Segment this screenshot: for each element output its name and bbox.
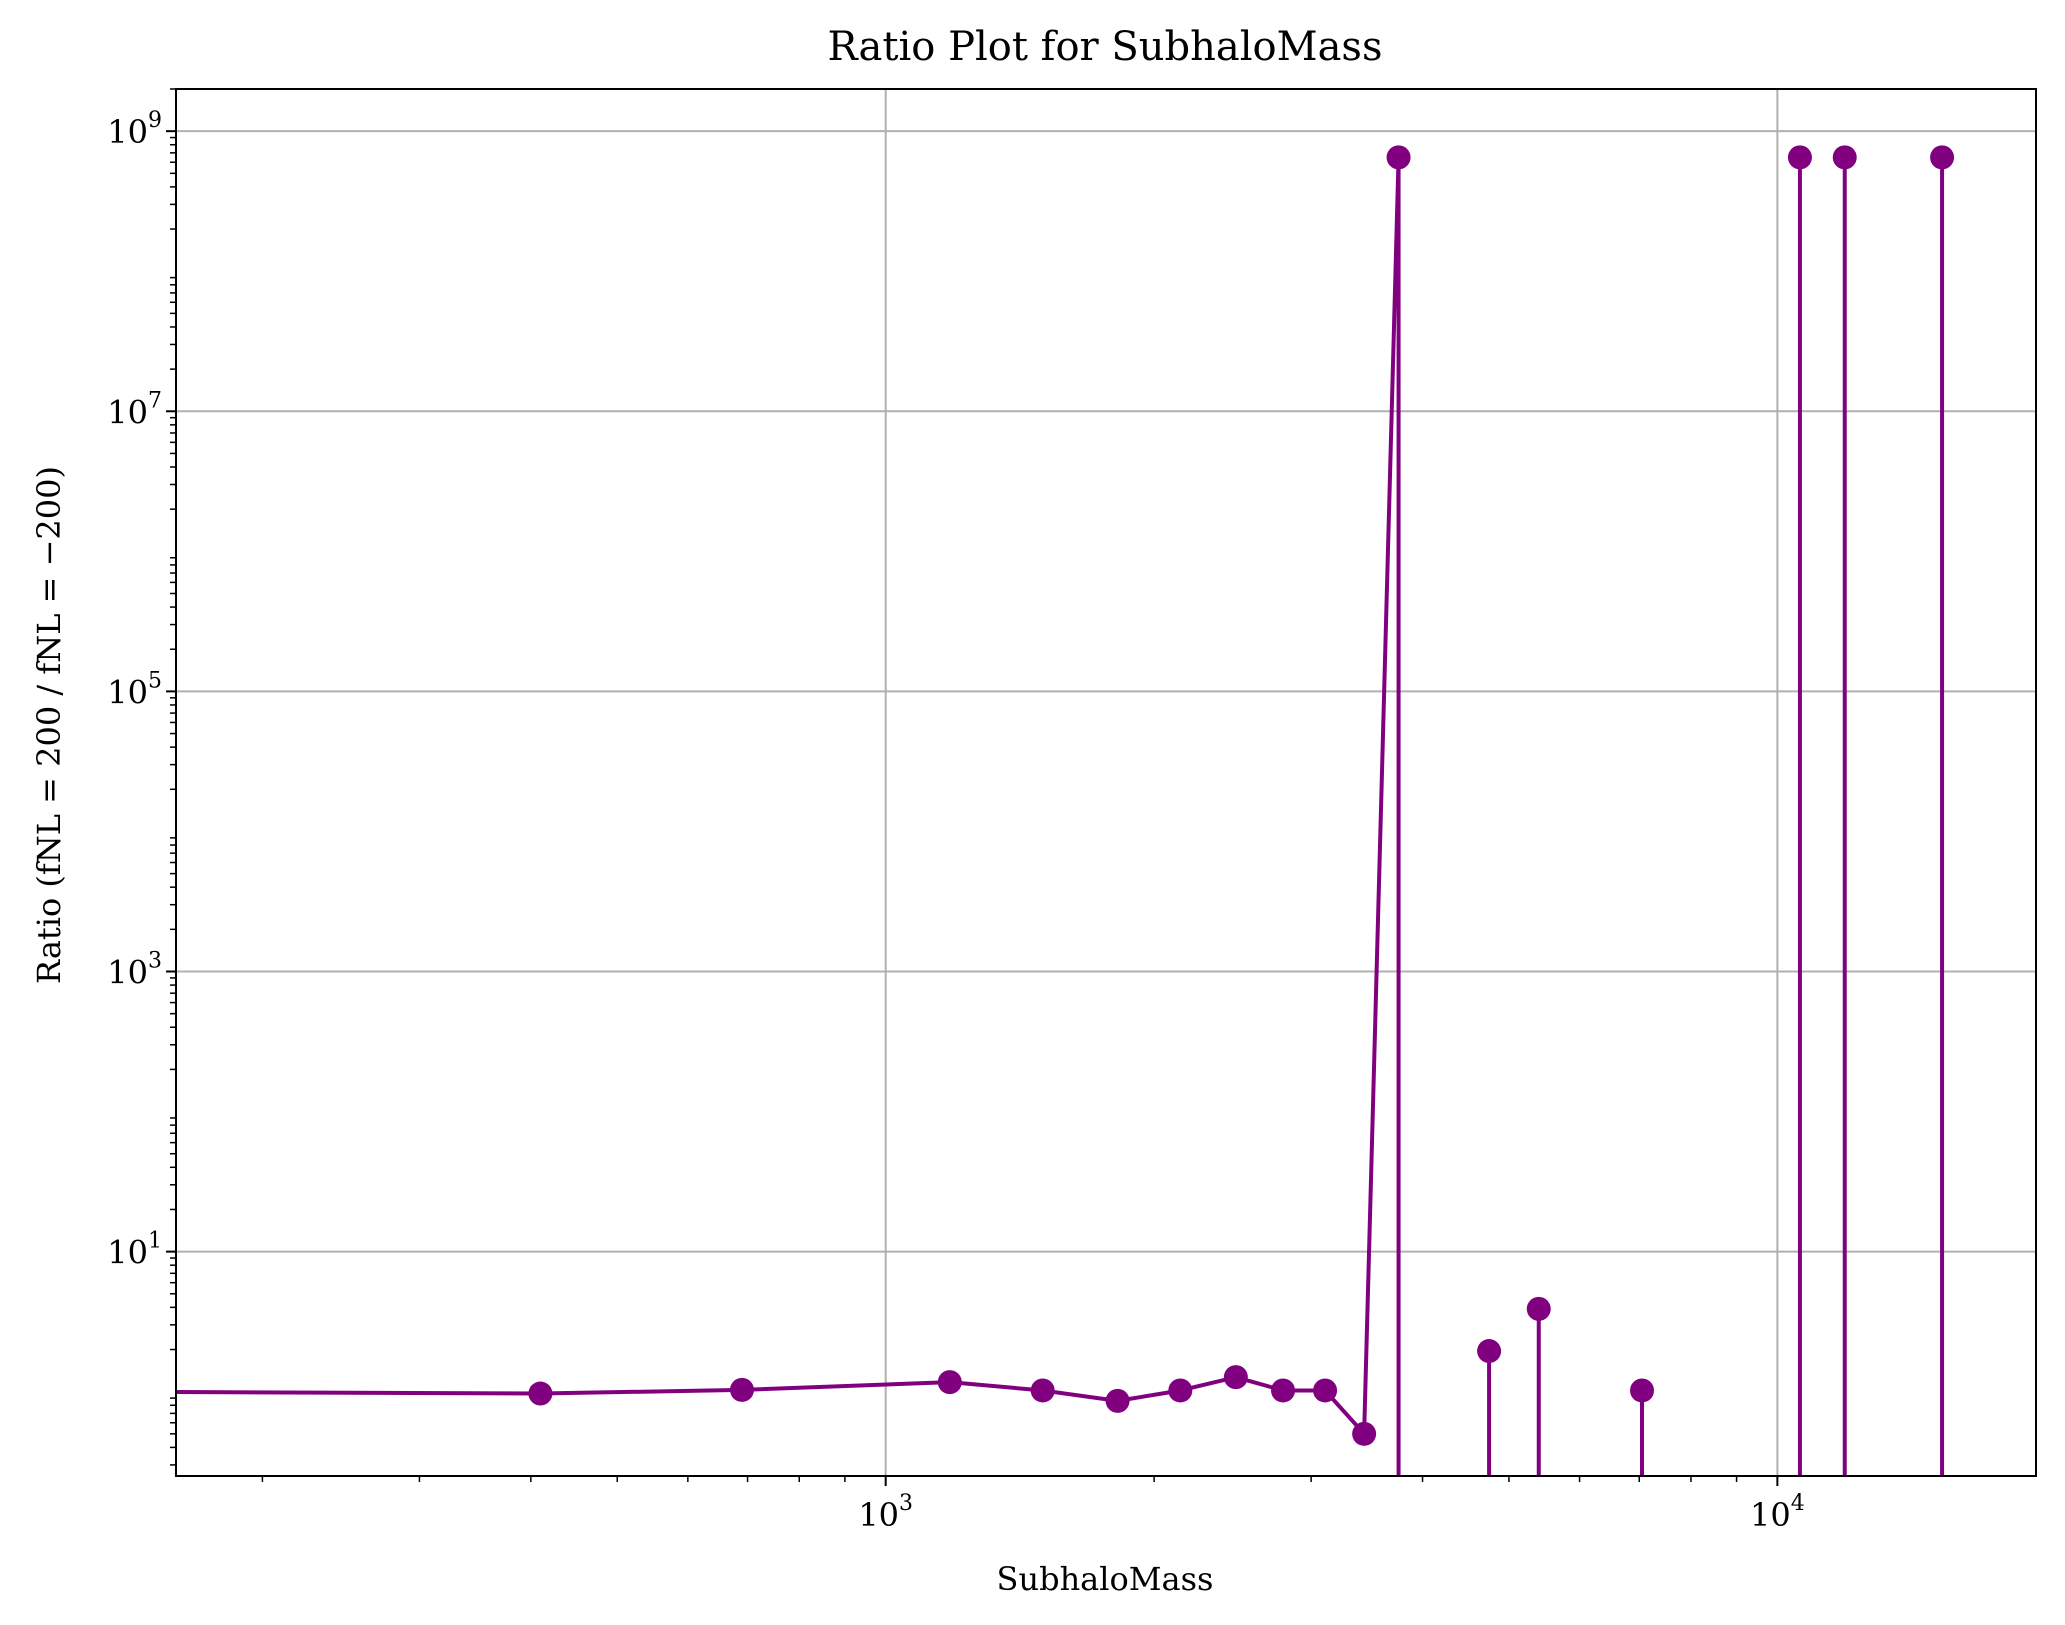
x-tick-label: 104	[1750, 1491, 1805, 1534]
data-point	[937, 1370, 962, 1395]
data-point	[1223, 1365, 1248, 1390]
y-tick-label: 105	[107, 668, 162, 711]
y-tick-label: 107	[107, 388, 162, 431]
y-tick-label: 101	[107, 1229, 162, 1272]
data-point	[1271, 1378, 1296, 1403]
plot-frame	[175, 88, 2037, 1477]
x-axis-label: SubhaloMass	[997, 1560, 1214, 1598]
data-point	[1168, 1378, 1193, 1403]
series-group	[176, 145, 1955, 1476]
data-point	[1477, 1339, 1502, 1364]
plot-area	[176, 145, 1955, 1476]
data-point	[528, 1381, 553, 1406]
data-point	[1105, 1388, 1130, 1413]
grid	[176, 89, 2036, 1476]
data-point	[1352, 1421, 1377, 1446]
data-point	[1313, 1378, 1338, 1403]
data-point	[1787, 145, 1812, 170]
chart-title: Ratio Plot for SubhaloMass	[828, 24, 1383, 70]
data-point	[1386, 145, 1411, 170]
y-tick-label: 109	[107, 108, 162, 151]
data-point	[1030, 1378, 1055, 1403]
data-point	[1832, 145, 1857, 170]
data-point	[1630, 1378, 1655, 1403]
x-tick-label: 103	[858, 1491, 913, 1534]
y-tick-label: 103	[107, 949, 162, 992]
data-point	[729, 1377, 754, 1402]
data-point	[1526, 1296, 1551, 1321]
data-point	[1930, 145, 1955, 170]
y-axis-label: Ratio (fNL = 200 / fNL = −200)	[30, 466, 68, 984]
